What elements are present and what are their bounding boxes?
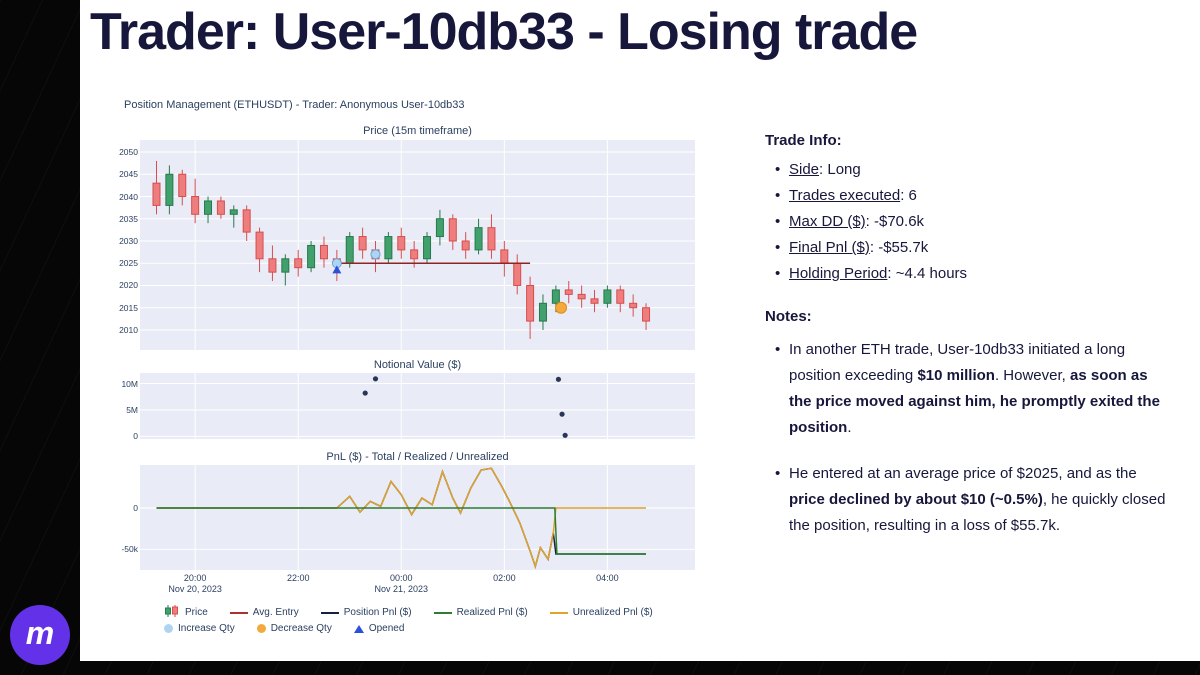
trade-info-item: • Side: Long	[765, 161, 1169, 178]
bullet: •	[775, 187, 781, 204]
line-swatch-icon	[433, 611, 452, 614]
note-text-bold: $10 million	[917, 367, 995, 384]
y-tick-label: 2050	[119, 147, 138, 157]
legend-label: Decrease Qty	[270, 623, 332, 634]
legend-label: Position Pnl ($)	[343, 607, 412, 618]
trade-info-value: : Long	[819, 161, 861, 178]
trade-info-item: • Holding Period: ~4.4 hours	[765, 265, 1169, 282]
note-bullet: • He entered at an average price of $2025…	[765, 461, 1169, 539]
note-text-bold: as soon as the price moved against him, …	[789, 367, 1160, 436]
trade-info-item: • Final Pnl ($): -$55.7k	[765, 239, 1169, 256]
y-tick-label: -50k	[121, 544, 138, 555]
note-text: . However,	[994, 367, 1070, 384]
trade-info-value: : ~4.4 hours	[887, 265, 968, 282]
legend-item: Decrease Qty	[256, 623, 332, 634]
legend-label: Avg. Entry	[252, 607, 299, 618]
price-candlestick-plot	[140, 140, 695, 350]
x-tick-date-label: Nov 21, 2023	[374, 584, 429, 594]
y-tick-label: 2040	[119, 191, 138, 202]
chart-figure: Position Management (ETHUSDT) - Trader: …	[119, 95, 712, 643]
legend-label: Unrealized Pnl ($)	[572, 607, 653, 618]
legend-label: Increase Qty	[178, 623, 235, 634]
bullet: •	[775, 465, 781, 482]
note-text: In another ETH trade, User-10db33 initia…	[789, 341, 1126, 384]
price-subplot-title: Price (15m timeframe)	[363, 125, 472, 137]
trade-info-label: Max DD ($)	[789, 213, 866, 230]
x-tick-label: 00:00	[390, 573, 413, 583]
legend-label: Price	[185, 607, 208, 618]
notional-scatter-plot	[140, 373, 695, 439]
line-swatch-icon	[549, 611, 568, 614]
trade-info-label: Final Pnl ($)	[789, 239, 870, 256]
y-tick-label: 0	[133, 502, 138, 513]
trade-info-label: Side	[789, 161, 820, 178]
page-title: Trader: User-10db33 - Losing trade	[90, 3, 918, 61]
bullet: •	[775, 239, 781, 256]
line-swatch-icon	[320, 611, 339, 614]
trade-info-value: : 6	[900, 187, 917, 204]
chart-legend: Price Avg. Entry Position Pnl ($) Realized …	[164, 605, 653, 634]
brand-logo-letter: m	[25, 615, 55, 651]
y-tick-label: 2030	[119, 235, 138, 246]
y-tick-label: 5M	[126, 404, 138, 415]
bullet: •	[775, 341, 781, 358]
pnl-subplot-title: PnL ($) - Total / Realized / Unrealized	[326, 451, 509, 463]
note-text-bold: price declined by about $10 (~0.5%)	[789, 491, 1043, 508]
info-panel: Trade Info: • Side: Long • Trades executed:…	[765, 132, 1169, 559]
note-text: , he quickly closed the position, result…	[789, 491, 1166, 534]
trade-info-item: • Trades executed: 6	[765, 187, 1169, 204]
y-tick-label: 2025	[119, 258, 138, 269]
brand-logo: m	[10, 605, 70, 665]
x-tick-label: 04:00	[596, 573, 619, 583]
notes-heading: Notes:	[765, 308, 812, 325]
trade-info-label: Trades executed	[789, 187, 901, 204]
notional-subplot-title: Notional Value ($)	[373, 359, 462, 371]
trade-info-value: : -$70.6k	[865, 213, 925, 230]
legend-item: Realized Pnl ($)	[433, 607, 528, 618]
triangle-marker-icon	[353, 624, 364, 633]
bullet: •	[775, 265, 781, 282]
legend-item: Increase Qty	[164, 623, 235, 634]
note-bullet: • In another ETH trade, User-10db33 initi…	[765, 337, 1169, 441]
x-tick-date-label: Nov 20, 2023	[168, 584, 222, 594]
legend-row-2: Increase Qty Decrease Qty Opened	[164, 623, 653, 634]
candlestick-icon	[164, 605, 180, 620]
notes-list: • In another ETH trade, User-10db33 initi…	[765, 337, 1169, 539]
y-tick-label: 2035	[119, 213, 138, 224]
y-tick-label: 10M	[121, 378, 138, 389]
trade-info-label: Holding Period	[789, 265, 888, 282]
dot-marker-icon	[164, 624, 173, 633]
x-tick-label: 20:00	[183, 573, 207, 583]
trade-info-item: • Max DD ($): -$70.6k	[765, 213, 1169, 230]
legend-item: Position Pnl ($)	[320, 607, 412, 618]
dot-marker-icon	[256, 624, 266, 633]
bullet: •	[775, 213, 781, 230]
legend-item: Unrealized Pnl ($)	[549, 607, 653, 618]
trade-info-list: • Side: Long • Trades executed: 6 • Max DD ($…	[765, 161, 1169, 282]
note-text: He entered at an average price of $2025,…	[789, 465, 1137, 482]
legend-label: Opened	[368, 623, 405, 634]
legend-item: Price	[164, 605, 208, 620]
legend-label: Realized Pnl ($)	[456, 607, 528, 618]
bullet: •	[775, 161, 781, 178]
pnl-line-plot	[140, 465, 695, 570]
y-tick-label: 0	[133, 431, 138, 442]
legend-row-1: Price Avg. Entry Position Pnl ($) Realized …	[164, 605, 653, 620]
legend-item: Avg. Entry	[229, 607, 299, 618]
slide: Trader: User-10db33 - Losing trade Posit…	[80, 0, 1200, 661]
legend-item: Opened	[353, 623, 405, 634]
x-tick-label: 22:00	[286, 573, 310, 583]
trade-info-heading: Trade Info:	[765, 132, 842, 149]
trade-info-value: : -$55.7k	[869, 239, 929, 256]
y-tick-label: 2010	[119, 324, 138, 335]
y-tick-label: 2045	[119, 169, 138, 180]
y-tick-label: 2015	[119, 302, 138, 313]
note-text: .	[847, 419, 852, 436]
line-swatch-icon	[229, 611, 248, 614]
figure-title: Position Management (ETHUSDT) - Trader: …	[124, 99, 465, 111]
x-tick-label: 02:00	[493, 573, 516, 583]
y-tick-label: 2020	[119, 280, 138, 291]
